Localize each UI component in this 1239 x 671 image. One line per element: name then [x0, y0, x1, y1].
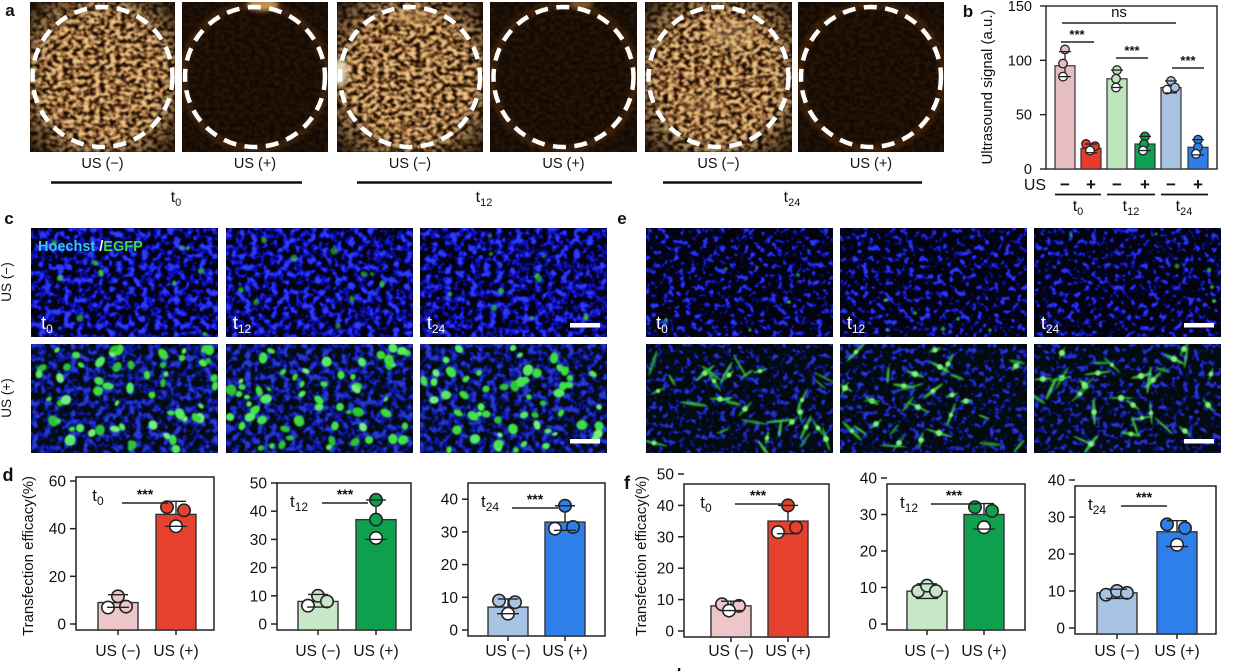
svg-text:30: 30 [657, 529, 675, 546]
svg-text:10: 10 [441, 590, 459, 607]
svg-text:US (−): US (−) [697, 156, 739, 172]
svg-text:US (+): US (+) [765, 643, 810, 660]
svg-text:−: − [1166, 175, 1176, 194]
svg-text:a: a [5, 1, 15, 20]
svg-text:t12: t12 [1123, 198, 1140, 218]
svg-text:***: *** [1136, 489, 1153, 505]
svg-text:US (−): US (−) [295, 643, 340, 660]
svg-text:***: *** [337, 486, 354, 502]
svg-text:US: US [1024, 177, 1046, 194]
svg-text:US (+): US (+) [850, 156, 892, 172]
svg-text:t0: t0 [92, 486, 104, 508]
svg-text:40: 40 [250, 504, 268, 521]
svg-text:0: 0 [868, 617, 877, 634]
svg-text:US (+): US (+) [153, 643, 198, 660]
svg-text:0: 0 [1056, 621, 1065, 638]
svg-text:40: 40 [657, 498, 675, 515]
svg-text:10: 10 [1048, 584, 1066, 601]
svg-text:t0: t0 [700, 493, 712, 515]
svg-text:0: 0 [258, 617, 267, 634]
svg-text:20: 20 [860, 544, 878, 561]
svg-text:50: 50 [250, 476, 268, 493]
svg-text:d: d [3, 465, 14, 485]
svg-text:US (−): US (−) [81, 156, 123, 172]
svg-text:US (+): US (+) [0, 378, 14, 417]
svg-text:US (−): US (−) [708, 643, 753, 660]
svg-text:10: 10 [657, 592, 675, 609]
svg-text:***: *** [137, 486, 154, 502]
svg-text:60: 60 [49, 474, 67, 491]
svg-text:***: *** [946, 487, 963, 503]
svg-text:100: 100 [1008, 53, 1032, 69]
svg-text:US (−): US (−) [485, 643, 530, 660]
svg-text:10: 10 [250, 588, 268, 605]
svg-text:***: *** [1069, 27, 1085, 42]
svg-text:40: 40 [860, 471, 878, 488]
svg-text:50: 50 [657, 467, 675, 484]
svg-text:Ultrasound signal (a.u.): Ultrasound signal (a.u.) [979, 9, 996, 164]
svg-text:US (−): US (−) [1094, 643, 1139, 660]
svg-text:US (−): US (−) [389, 156, 431, 172]
svg-text:***: *** [750, 487, 767, 503]
svg-text:40: 40 [1048, 473, 1066, 490]
svg-text:30: 30 [1048, 510, 1066, 527]
svg-text:***: *** [527, 491, 544, 507]
svg-text:Hoechst /EGFP: Hoechst /EGFP [38, 239, 143, 255]
svg-text:150: 150 [1008, 0, 1032, 15]
svg-text:10: 10 [860, 580, 878, 597]
svg-text:0: 0 [449, 623, 458, 640]
svg-text:f: f [624, 473, 631, 493]
svg-text:Transfection efficacy(%): Transfection efficacy(%) [20, 476, 37, 636]
svg-text:e: e [617, 209, 626, 228]
svg-text:20: 20 [1048, 547, 1066, 564]
svg-text:US (+): US (+) [961, 643, 1006, 660]
svg-text:20: 20 [657, 561, 675, 578]
svg-text:−: − [1060, 175, 1070, 194]
svg-text:+: + [1086, 175, 1096, 194]
svg-text:t24: t24 [481, 492, 499, 514]
svg-text:t24: t24 [1088, 495, 1106, 517]
svg-text:0: 0 [1024, 162, 1032, 178]
svg-text:US (−): US (−) [95, 643, 140, 660]
svg-text:ns: ns [1111, 4, 1127, 21]
svg-text:20: 20 [49, 569, 67, 586]
svg-text:+: + [1193, 175, 1203, 194]
svg-text:US (+): US (+) [234, 156, 276, 172]
svg-text:t12: t12 [900, 493, 918, 515]
svg-text:40: 40 [441, 492, 459, 509]
svg-text:−: − [1112, 175, 1122, 194]
svg-text:US (−): US (−) [904, 643, 949, 660]
svg-text:30: 30 [441, 524, 459, 541]
svg-text:US (−): US (−) [0, 262, 14, 301]
svg-text:30: 30 [860, 507, 878, 524]
svg-text:US (+): US (+) [542, 156, 584, 172]
svg-text:h: h [677, 665, 687, 671]
svg-text:US (+): US (+) [353, 643, 398, 660]
svg-text:Transfection efficacy(%): Transfection efficacy(%) [633, 476, 650, 636]
svg-text:50: 50 [1016, 108, 1032, 124]
svg-text:20: 20 [441, 557, 459, 574]
svg-text:t0: t0 [1073, 198, 1084, 218]
svg-text:+: + [1140, 175, 1150, 194]
svg-text:t12: t12 [476, 189, 493, 209]
svg-text:t12: t12 [290, 492, 308, 514]
svg-text:***: *** [1124, 43, 1140, 58]
svg-text:t24: t24 [784, 189, 801, 209]
svg-text:US (+): US (+) [1154, 643, 1199, 660]
svg-text:***: *** [1180, 53, 1196, 68]
svg-text:US (+): US (+) [542, 643, 587, 660]
svg-text:30: 30 [250, 532, 268, 549]
svg-text:0: 0 [57, 617, 66, 634]
svg-text:40: 40 [49, 521, 67, 538]
svg-text:t0: t0 [171, 189, 182, 209]
svg-text:0: 0 [665, 624, 674, 641]
svg-text:b: b [963, 2, 973, 21]
svg-text:c: c [4, 209, 13, 228]
svg-text:t24: t24 [1176, 198, 1193, 218]
svg-text:20: 20 [250, 560, 268, 577]
